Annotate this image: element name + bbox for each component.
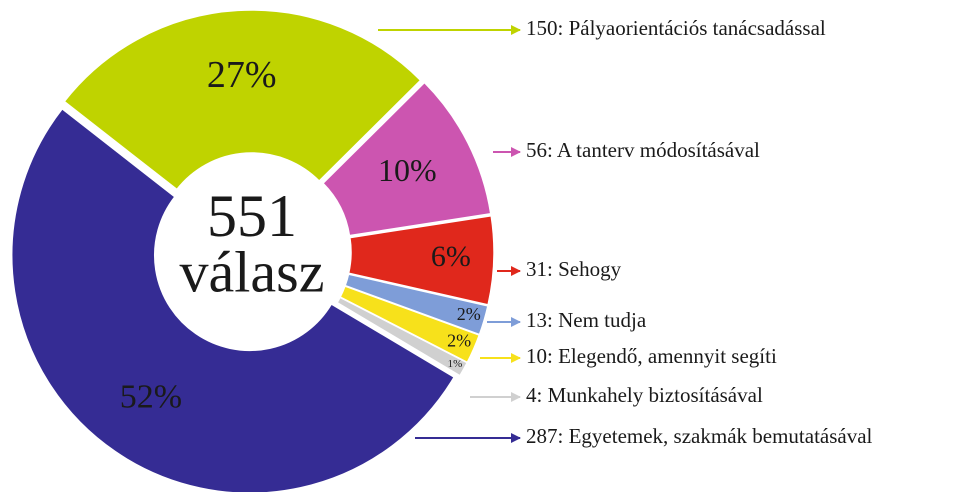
legend-label: 56: A tanterv módosításával	[526, 138, 760, 162]
legend-label: 31: Sehogy	[526, 257, 622, 281]
legend-label: 10: Elegendő, amennyit segíti	[526, 344, 777, 368]
total-label: válasz	[180, 239, 325, 304]
legend-label: 4: Munkahely biztosításával	[526, 383, 763, 407]
slice-label: 10%	[378, 152, 437, 188]
slice-label: 2%	[457, 304, 481, 324]
slice-label: 6%	[431, 240, 471, 273]
slice	[336, 296, 469, 377]
slice	[11, 107, 456, 492]
slice-label: 1%	[448, 358, 463, 370]
total-value: 551	[207, 183, 297, 249]
legend-label: 13: Nem tudja	[526, 308, 647, 332]
slice	[347, 214, 495, 306]
legend-label: 287: Egyetemek, szakmák bemutatásával	[526, 424, 873, 448]
slice	[321, 81, 492, 237]
slice	[63, 9, 422, 191]
legend-label: 150: Pályaorientációs tanácsadással	[526, 16, 826, 40]
slice-label: 2%	[447, 331, 471, 351]
slice-label: 27%	[207, 54, 277, 96]
slice-label: 52%	[120, 378, 182, 415]
donut-hole	[159, 159, 345, 345]
